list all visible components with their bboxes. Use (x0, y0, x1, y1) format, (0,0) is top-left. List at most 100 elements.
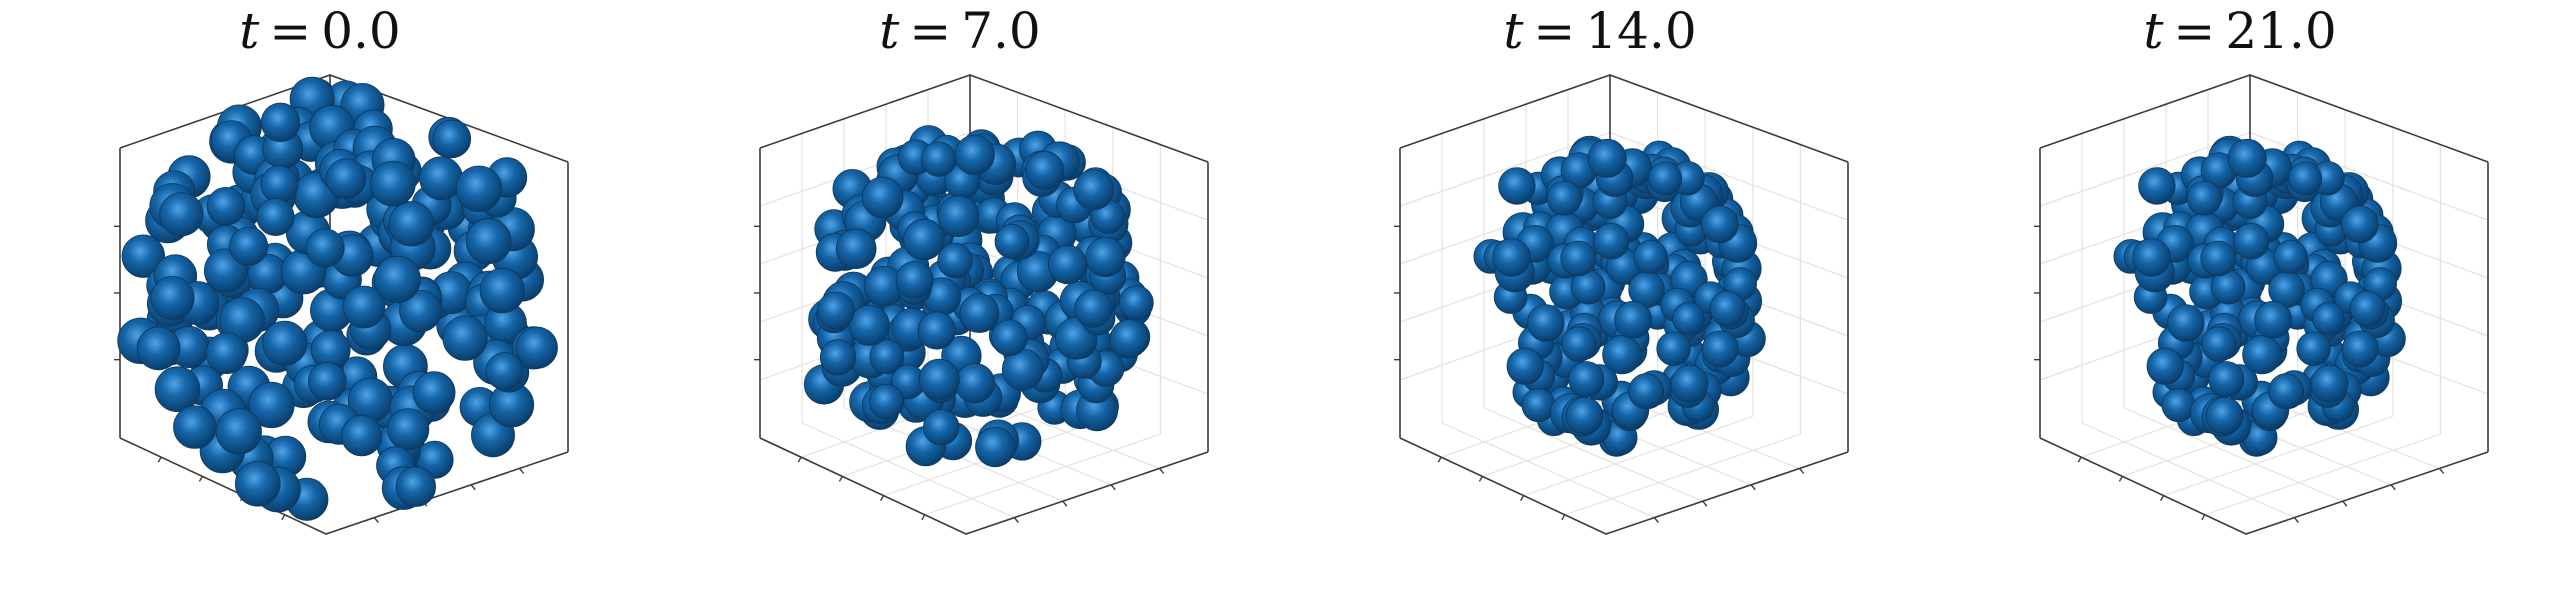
particle (1633, 239, 1668, 274)
equals-sign: = (899, 2, 962, 60)
particle (1492, 238, 1531, 277)
particle (432, 119, 472, 159)
particle (2132, 238, 2171, 277)
particle (1709, 290, 1746, 327)
particle (2341, 205, 2379, 244)
particle (869, 339, 905, 375)
time-value: 14.0 (1585, 2, 1697, 60)
axis-ticks (114, 225, 525, 524)
particle (121, 234, 165, 278)
particle (1110, 319, 1149, 358)
particle (937, 195, 980, 238)
particle (1561, 326, 1597, 362)
particle (1047, 244, 1088, 285)
particle (920, 141, 957, 177)
particle (848, 304, 890, 346)
particle (395, 466, 436, 507)
particle (2296, 331, 2331, 366)
particle (485, 352, 524, 391)
panel-t-7: t = 7.0 (640, 0, 1280, 600)
particle (918, 358, 960, 400)
particle (835, 228, 877, 270)
panel-title: t = 7.0 (640, 6, 1280, 56)
particle (515, 326, 558, 369)
particle (2254, 300, 2293, 339)
particle (1073, 169, 1115, 211)
particle (1118, 285, 1154, 321)
particle (1546, 180, 1582, 216)
particle (2200, 240, 2237, 277)
particle (1602, 334, 1642, 375)
particle (215, 408, 262, 455)
time-variable: t (1503, 2, 1524, 60)
panel-t-0: t = 0.0 (0, 0, 640, 600)
particle (1506, 347, 1544, 385)
particle (2233, 222, 2270, 260)
time-variable: t (2143, 2, 2164, 60)
particle (455, 165, 503, 212)
particle (342, 285, 386, 329)
particle (937, 242, 973, 279)
particle (234, 460, 281, 507)
particle (388, 201, 434, 247)
particle (2349, 290, 2386, 327)
particle (205, 332, 248, 375)
grid (2039, 89, 2489, 519)
particle (2146, 347, 2184, 385)
panel-t-21: t = 21.0 (1920, 0, 2560, 600)
equals-sign: = (1523, 2, 1586, 60)
particle (399, 289, 442, 333)
particle (465, 218, 512, 265)
time-value: 0.0 (321, 2, 401, 60)
particle (1498, 167, 1536, 205)
time-value: 7.0 (961, 2, 1041, 60)
particle (412, 371, 456, 415)
particle (1701, 205, 1739, 244)
particle (1568, 361, 1605, 398)
particle (1527, 304, 1565, 342)
particle-cluster (1473, 135, 1766, 457)
particle (307, 361, 347, 401)
particle (159, 192, 204, 237)
particle (136, 326, 181, 371)
particle (1587, 138, 1627, 178)
particle-cluster-plot (114, 74, 569, 535)
particle (479, 267, 525, 314)
particle (260, 102, 301, 142)
particle (861, 176, 904, 219)
axis-ticks (1394, 225, 1805, 524)
particle (1614, 300, 1653, 339)
particle (1074, 289, 1113, 328)
particle (1025, 150, 1065, 190)
particle (1701, 330, 1739, 368)
particle (341, 415, 383, 457)
particle (2138, 167, 2176, 205)
particle (975, 426, 1016, 468)
particle (370, 160, 416, 207)
particle-cluster-plot (2034, 74, 2489, 535)
equals-sign: = (259, 2, 322, 60)
particle-cluster (117, 76, 558, 521)
particle (2311, 302, 2345, 335)
particle (154, 366, 201, 413)
particle (305, 228, 345, 268)
particle (2242, 334, 2282, 375)
particle (2310, 364, 2349, 403)
particle (206, 187, 246, 226)
time-variable: t (239, 2, 260, 60)
particle (2227, 138, 2267, 178)
particle-cluster-plot (754, 74, 1209, 535)
panel-t-14: t = 14.0 (1280, 0, 1920, 600)
particle (2205, 396, 2244, 435)
particle (868, 383, 904, 420)
particle (2186, 180, 2222, 216)
particle (262, 320, 308, 366)
particle (2273, 239, 2308, 274)
particle (954, 362, 995, 404)
particle (256, 197, 295, 236)
particle (1560, 240, 1597, 277)
particle (819, 339, 857, 376)
particle (2288, 161, 2323, 196)
axis-ticks (754, 225, 1165, 524)
particle (2167, 304, 2205, 342)
